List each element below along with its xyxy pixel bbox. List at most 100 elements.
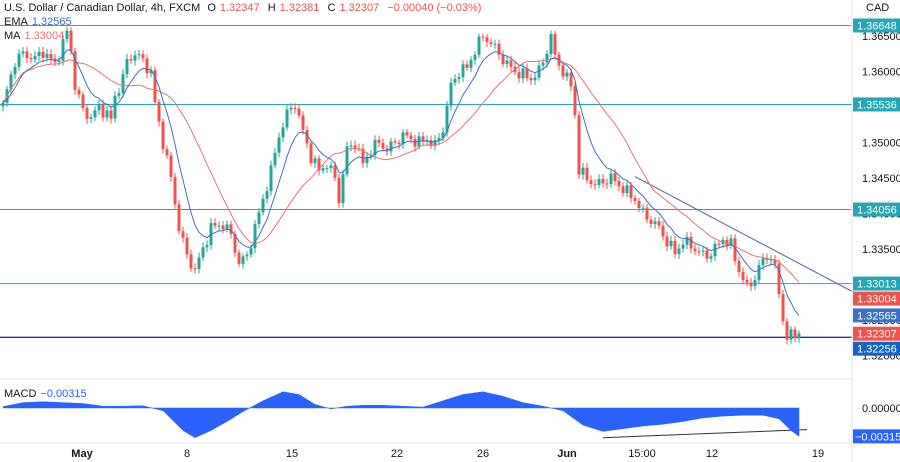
candle-body xyxy=(605,183,609,185)
candle-body xyxy=(405,132,409,136)
candle-body xyxy=(693,248,697,252)
candle-body xyxy=(61,39,65,61)
candle-body xyxy=(397,142,401,145)
candle-body xyxy=(221,225,225,230)
candle-body xyxy=(441,132,445,138)
price-label-text: 1.32565 xyxy=(857,310,897,322)
symbol-title[interactable]: U.S. Dollar / Canadian Dollar, 4h, FXCM xyxy=(4,2,201,14)
price-label-text: 1.33004 xyxy=(857,294,897,306)
candle-body xyxy=(561,65,565,77)
candle-body xyxy=(41,51,45,58)
candle-body xyxy=(473,54,477,60)
ema-line xyxy=(2,49,800,316)
candle-body xyxy=(677,248,681,255)
candle-body xyxy=(157,102,161,122)
candle-body xyxy=(789,329,793,340)
candle-body xyxy=(165,149,169,156)
candle-body xyxy=(653,221,657,224)
candle-body xyxy=(793,329,797,339)
candle-body xyxy=(753,280,757,287)
candle-body xyxy=(225,224,229,230)
price-label-box xyxy=(853,308,900,323)
candle-body xyxy=(485,37,489,43)
x-tick-label: 15 xyxy=(286,448,298,460)
candle-body xyxy=(421,136,425,142)
candle-body xyxy=(553,33,557,55)
candle-body xyxy=(21,51,25,54)
candle-body xyxy=(449,82,453,106)
candle-body xyxy=(229,224,233,234)
candle-body xyxy=(213,223,217,226)
price-label-box xyxy=(853,18,900,33)
candle-body xyxy=(453,78,457,83)
candle-body xyxy=(93,110,97,118)
x-tick-label: 8 xyxy=(184,448,190,460)
candle-body xyxy=(37,51,41,57)
candle-body xyxy=(217,225,221,227)
candle-body xyxy=(97,104,101,111)
candle-body xyxy=(265,191,269,199)
macd-last-box xyxy=(853,429,900,444)
macd-pane xyxy=(2,391,800,438)
candle-body xyxy=(549,33,553,54)
candle-body xyxy=(433,140,437,146)
ema-value: 1.32565 xyxy=(31,16,72,28)
candle-body xyxy=(665,236,669,247)
trendlines[interactable] xyxy=(602,176,856,439)
candle-body xyxy=(521,68,525,79)
candle-body xyxy=(481,36,485,38)
macd-last-text: −0.00315 xyxy=(855,431,900,443)
macd-legend[interactable]: MACD −0.00315 xyxy=(4,388,87,400)
candle-body xyxy=(613,173,617,182)
candle-body xyxy=(701,250,705,252)
candle-body xyxy=(189,254,193,269)
y-tick-label: 1.35000 xyxy=(862,138,900,150)
candle-body xyxy=(349,145,353,147)
candle-body xyxy=(17,53,21,67)
candle-body xyxy=(161,121,165,150)
candle-body xyxy=(77,89,81,95)
candle-body xyxy=(717,243,721,245)
candle-body xyxy=(417,136,421,147)
candle-body xyxy=(317,158,321,171)
ma-legend[interactable]: MA 1.33004 xyxy=(4,30,64,42)
candle-body xyxy=(505,60,509,64)
ema-legend[interactable]: EMA 1.32565 xyxy=(4,16,72,28)
candle-body xyxy=(661,225,665,237)
candle-body xyxy=(785,321,789,340)
candle-body xyxy=(645,207,649,220)
candle-body xyxy=(1,102,5,107)
candle-body xyxy=(137,54,141,56)
horizontal-levels[interactable] xyxy=(0,24,852,338)
candle-body xyxy=(457,77,461,79)
price-label-text: 1.34056 xyxy=(857,205,897,217)
candle-body xyxy=(117,93,121,96)
candle-body xyxy=(705,250,709,259)
candle-body xyxy=(73,51,77,90)
candle-body xyxy=(45,54,49,58)
symbol-header: U.S. Dollar / Canadian Dollar, 4h, FXCM … xyxy=(4,2,486,14)
candle-body xyxy=(29,58,33,60)
candle-body xyxy=(365,156,369,164)
candle-body xyxy=(629,185,633,198)
candle-body xyxy=(253,223,257,249)
candle-body xyxy=(121,74,125,94)
candle-body xyxy=(113,95,117,119)
candle-body xyxy=(617,181,621,187)
candle-body xyxy=(261,198,265,213)
candle-body xyxy=(393,141,397,143)
candle-body xyxy=(685,236,689,245)
downtrend-line[interactable] xyxy=(634,176,856,294)
price-label-box xyxy=(853,341,900,356)
time-axis[interactable]: May 8 15 22 26 Jun 15:00 12 19 xyxy=(71,448,824,460)
candle-body xyxy=(145,58,149,74)
candle-body xyxy=(637,201,641,209)
candle-body xyxy=(765,258,769,261)
macd-divergence-line[interactable] xyxy=(602,429,808,439)
candle-body xyxy=(321,168,325,171)
candle-body xyxy=(109,110,113,119)
x-tick-label: 22 xyxy=(391,448,403,460)
candle-body xyxy=(709,256,713,259)
candle-body xyxy=(153,70,157,103)
